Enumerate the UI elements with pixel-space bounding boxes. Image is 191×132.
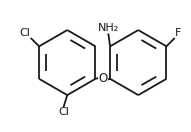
Text: Cl: Cl xyxy=(58,107,69,117)
Text: O: O xyxy=(98,72,107,85)
Text: NH₂: NH₂ xyxy=(98,23,119,34)
Text: F: F xyxy=(175,28,181,38)
Text: Cl: Cl xyxy=(20,28,31,38)
